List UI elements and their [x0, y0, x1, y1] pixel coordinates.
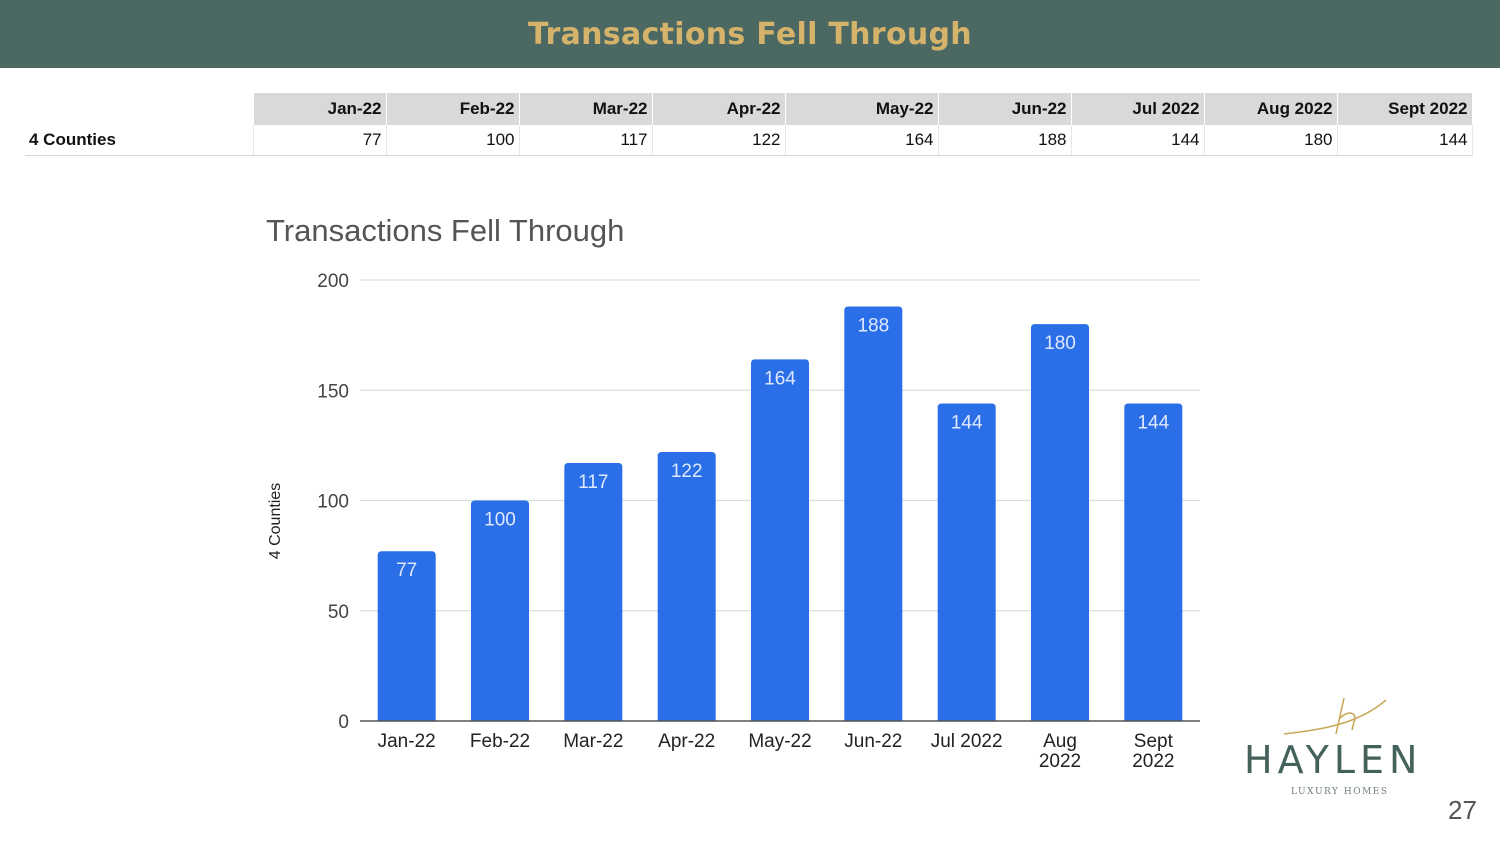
data-label: 100: [484, 510, 516, 531]
x-tick-label: Feb-22: [470, 731, 530, 752]
column-header: Mar-22: [519, 93, 653, 125]
bar: [1031, 324, 1089, 721]
data-table: Jan-22 Feb-22 Mar-22 Apr-22 May-22 Jun-2…: [25, 93, 1473, 156]
column-header: Aug 2022: [1204, 93, 1338, 125]
table-cell: 117: [519, 125, 653, 156]
logo-wordmark: HAYLEN: [1244, 738, 1423, 782]
x-tick-label: Apr-22: [658, 731, 715, 752]
column-header: Apr-22: [652, 93, 786, 125]
page-title: Transactions Fell Through: [528, 16, 972, 52]
table-cell: 180: [1204, 125, 1338, 156]
column-header: Sept 2022: [1337, 93, 1473, 125]
table-cell: 164: [785, 125, 939, 156]
data-label: 117: [578, 472, 608, 493]
x-tick-label: 2022: [1039, 751, 1081, 772]
x-tick-label: Sept: [1134, 731, 1174, 752]
x-tick-label: Jul 2022: [931, 731, 1003, 752]
table-cell: 144: [1337, 125, 1473, 156]
table-cell: 122: [652, 125, 786, 156]
y-tick-label: 0: [338, 712, 349, 733]
page-number: 27: [1448, 795, 1477, 825]
row-label: 4 Counties: [25, 125, 254, 156]
bar: [751, 359, 809, 721]
y-tick-label: 100: [317, 492, 349, 513]
column-header: Feb-22: [386, 93, 520, 125]
x-tick-label: 2022: [1132, 751, 1174, 772]
column-header: Jul 2022: [1071, 93, 1205, 125]
table-cell: 77: [253, 125, 387, 156]
data-label: 122: [671, 461, 703, 482]
column-header: May-22: [785, 93, 939, 125]
x-tick-label: Jun-22: [844, 731, 902, 752]
table-corner-cell: [25, 93, 254, 125]
bar: [377, 551, 436, 721]
logo-tagline: LUXURY HOMES: [1291, 787, 1389, 797]
bar: [471, 500, 529, 721]
data-label: 180: [1044, 333, 1076, 354]
table-cell: 100: [386, 125, 520, 156]
bar: [844, 306, 903, 721]
haylen-logo: HAYLEN LUXURY HOMES: [1236, 690, 1436, 800]
column-header: Jan-22: [253, 93, 387, 125]
data-label: 144: [1137, 412, 1169, 433]
y-tick-label: 150: [317, 381, 349, 402]
x-tick-label: Mar-22: [563, 731, 623, 752]
y-axis-label: 4 Counties: [267, 483, 284, 560]
bar: [937, 403, 996, 721]
y-tick-label: 50: [328, 602, 349, 623]
header-bar: Transactions Fell Through: [0, 0, 1500, 68]
table-row: 4 Counties 77 100 117 122 164 188 144 18…: [25, 125, 1473, 156]
column-header: Jun-22: [938, 93, 1072, 125]
x-tick-label: May-22: [748, 731, 811, 752]
bar: [564, 463, 623, 721]
bar: [1124, 403, 1183, 721]
logo-monogram-icon: [1283, 697, 1387, 735]
table-cell: 188: [938, 125, 1072, 156]
table-cell: 144: [1071, 125, 1205, 156]
data-label: 164: [764, 368, 796, 389]
y-tick-label: 200: [317, 271, 349, 292]
data-label: 77: [396, 560, 417, 581]
table-header-row: Jan-22 Feb-22 Mar-22 Apr-22 May-22 Jun-2…: [25, 93, 1473, 125]
bar: [657, 451, 716, 721]
data-label: 144: [951, 412, 983, 433]
data-label: 188: [857, 315, 889, 336]
x-tick-label: Aug: [1043, 731, 1077, 752]
chart-title: Transactions Fell Through: [266, 213, 625, 248]
x-tick-label: Jan-22: [378, 731, 436, 752]
